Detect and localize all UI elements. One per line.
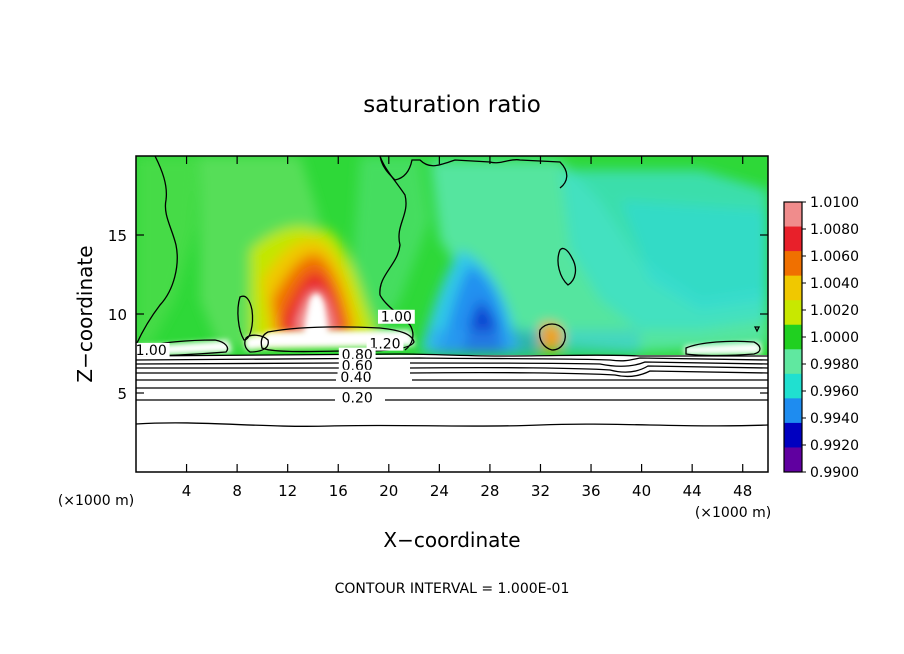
x-tick-label: 20 <box>379 482 398 500</box>
contour-labels: 1.001.001.200.800.600.400.20 <box>136 309 415 406</box>
colorbar-tick-label: 0.9940 <box>810 411 859 427</box>
y-axis-label: Z−coordinate <box>73 245 97 382</box>
contour-line <box>136 156 178 346</box>
contour-label-bg <box>338 347 376 362</box>
contour-line <box>136 422 768 427</box>
colorbar-tick-label: 1.0020 <box>810 303 859 319</box>
x-tick-label: 12 <box>278 482 297 500</box>
contour-line <box>136 357 768 362</box>
colorbar-tick-label: 0.9960 <box>810 384 859 400</box>
contour-line <box>136 361 768 367</box>
plot-area: 1.001.001.200.800.600.400.20 <box>136 156 768 472</box>
x-axis-label: X−coordinate <box>383 528 520 552</box>
colorbar-swatch <box>784 422 802 448</box>
colorbar-swatch <box>784 275 802 301</box>
colorbar-swatch <box>784 300 802 326</box>
contour-label-bg <box>337 369 375 384</box>
contour-label: 0.40 <box>340 370 371 386</box>
contour-line <box>136 370 768 378</box>
contour-line <box>136 353 768 357</box>
y-axis: 5 10 15 <box>108 227 768 403</box>
contour-lines <box>136 156 768 427</box>
colorbar-tick-label: 1.0000 <box>810 330 859 346</box>
contour-line <box>237 295 254 341</box>
y-tick-label: 15 <box>108 227 127 245</box>
x-axis: 4 8 12 16 20 24 28 32 36 40 44 48 <box>182 156 752 500</box>
colorbar-swatch <box>784 226 802 252</box>
x-unit-label-right: (×1000 m) <box>695 505 771 521</box>
x-tick-label: 16 <box>329 482 348 500</box>
contour-line <box>139 339 229 357</box>
colorbar-tick-label: 1.0040 <box>810 276 859 292</box>
x-tick-label: 28 <box>480 482 499 500</box>
colorbar-swatch <box>784 447 802 473</box>
x-tick-label: 8 <box>232 482 242 500</box>
colorbar-tick-label: 0.9900 <box>810 465 859 481</box>
contour-line <box>753 326 761 333</box>
contour-label: 0.20 <box>342 390 373 406</box>
y-tick-label: 10 <box>108 306 127 324</box>
contour-label: 1.00 <box>381 310 412 326</box>
colorbar-tick-label: 1.0080 <box>810 222 859 238</box>
colorbar: 1.0100 1.0080 1.0060 1.0040 1.0020 1.0000 0.99… <box>783 195 859 481</box>
colorbar-tick-label: 1.0060 <box>810 249 859 265</box>
x-tick-label: 24 <box>430 482 449 500</box>
contour-line <box>379 156 414 351</box>
contour-label: 1.20 <box>369 337 400 353</box>
x-tick-label: 44 <box>683 482 702 500</box>
x-unit-label-left: (×1000 m) <box>58 493 134 509</box>
contour-label-bg <box>338 358 376 373</box>
contour-label-bg <box>366 336 404 351</box>
colorbar-swatch <box>784 349 802 375</box>
contour-line <box>136 365 768 373</box>
colorbar-swatch <box>784 324 802 350</box>
chart-title: saturation ratio <box>363 92 541 118</box>
colorbar-tick-label: 0.9980 <box>810 357 859 373</box>
y-tick-label: 5 <box>117 385 127 403</box>
colorbar-swatch <box>784 202 802 228</box>
colorbar-swatch <box>784 251 802 277</box>
contour-line <box>379 156 568 189</box>
saturation-field <box>136 156 768 472</box>
contour-line <box>557 247 577 286</box>
contour-line <box>538 323 566 351</box>
contour-label-bg <box>377 309 415 324</box>
colorbar-tick-label: 0.9920 <box>810 438 859 454</box>
contour-label: 1.00 <box>136 343 167 359</box>
contour-label-bg <box>338 390 376 405</box>
x-tick-label: 32 <box>531 482 550 500</box>
x-tick-label: 40 <box>632 482 651 500</box>
colorbar-tick-label: 1.0100 <box>810 195 859 211</box>
contour-interval-note: CONTOUR INTERVAL = 1.000E-01 <box>335 581 570 597</box>
contour-line <box>244 334 269 353</box>
x-tick-label: 36 <box>581 482 600 500</box>
colorbar-swatch <box>784 398 802 424</box>
x-tick-label: 4 <box>182 482 192 500</box>
x-tick-label: 48 <box>733 482 752 500</box>
contour-label-bg <box>136 342 170 357</box>
colorbar-swatch <box>784 373 802 399</box>
